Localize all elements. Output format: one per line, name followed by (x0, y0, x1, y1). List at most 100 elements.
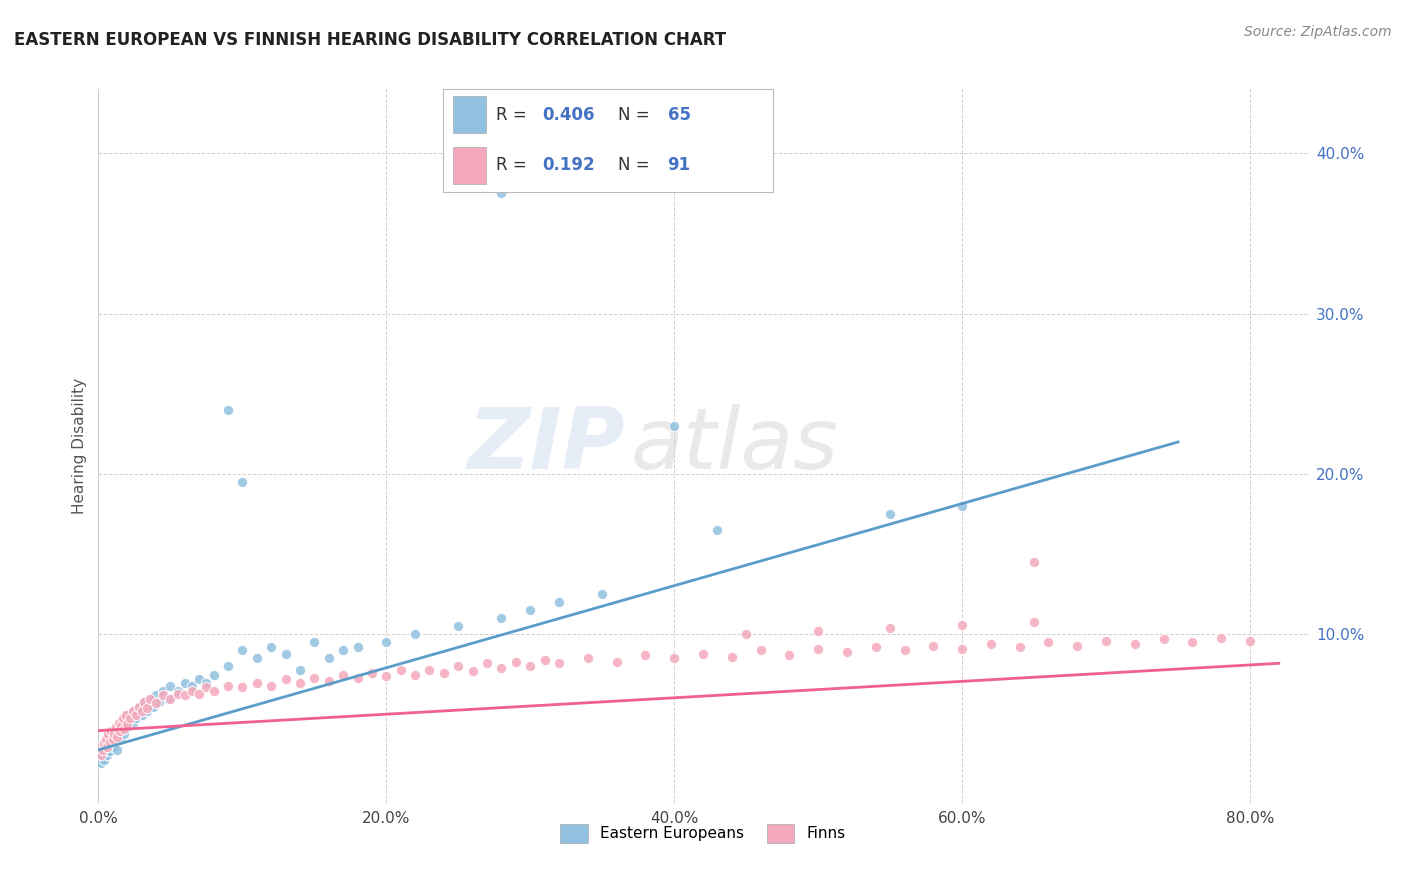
Text: atlas: atlas (630, 404, 838, 488)
Point (159, 691, 181, 706)
Point (664, 419, 686, 434)
Point (231, 475, 253, 489)
Point (108, 731, 131, 746)
Text: 65: 65 (668, 106, 690, 124)
Point (89, 739, 111, 754)
Point (107, 715, 129, 730)
Point (148, 695, 170, 709)
Point (188, 687, 211, 701)
Point (145, 689, 167, 703)
Point (835, 645, 858, 659)
Point (100, 731, 122, 746)
Text: Source: ZipAtlas.com: Source: ZipAtlas.com (1244, 25, 1392, 39)
Point (304, 635, 326, 649)
Point (125, 707, 148, 722)
Point (246, 651, 269, 665)
Point (950, 499, 973, 513)
Point (98, 735, 121, 749)
Point (94, 739, 117, 754)
Point (720, 649, 742, 664)
Point (706, 523, 728, 537)
Point (332, 667, 354, 681)
Point (893, 643, 915, 657)
Point (491, 186, 513, 201)
Point (105, 743, 128, 757)
Point (131, 705, 153, 719)
Point (375, 669, 398, 683)
Text: EASTERN EUROPEAN VS FINNISH HEARING DISABILITY CORRELATION CHART: EASTERN EUROPEAN VS FINNISH HEARING DISA… (14, 31, 725, 49)
Point (114, 707, 136, 722)
Point (89, 747, 111, 762)
Point (97, 736, 120, 750)
Point (111, 715, 134, 730)
Point (93, 736, 115, 750)
Point (101, 739, 124, 754)
Point (475, 657, 498, 671)
Point (606, 655, 628, 669)
Point (749, 643, 772, 657)
Y-axis label: Hearing Disability: Hearing Disability (72, 378, 87, 514)
Point (195, 675, 218, 690)
Point (110, 719, 132, 733)
Point (142, 699, 165, 714)
Text: R =: R = (496, 106, 531, 124)
Point (136, 705, 159, 719)
Point (181, 683, 204, 698)
Point (128, 699, 150, 714)
Point (136, 701, 159, 715)
Point (96, 739, 118, 754)
Point (110, 723, 132, 738)
Point (950, 641, 973, 656)
Point (950, 617, 973, 632)
Point (103, 735, 125, 749)
Point (591, 587, 613, 601)
Point (634, 648, 657, 663)
Point (1008, 640, 1031, 655)
Point (115, 717, 138, 731)
Point (1038, 635, 1060, 649)
Point (404, 627, 426, 641)
Point (332, 643, 354, 657)
Text: 0.406: 0.406 (543, 106, 595, 124)
Text: 91: 91 (668, 156, 690, 174)
Point (548, 595, 571, 609)
Point (112, 722, 135, 736)
Point (346, 640, 368, 655)
Point (807, 641, 830, 656)
Point (692, 647, 714, 661)
Point (166, 683, 188, 698)
Point (101, 731, 124, 746)
Point (505, 655, 527, 669)
Point (103, 727, 125, 741)
Point (108, 723, 131, 738)
Point (1022, 615, 1045, 629)
Point (1022, 555, 1045, 569)
Bar (453, 96, 486, 133)
Point (807, 624, 830, 639)
Point (173, 689, 195, 703)
Point (433, 665, 456, 680)
Point (94, 731, 117, 746)
Point (375, 635, 398, 649)
Point (304, 671, 326, 685)
Point (491, 661, 513, 675)
Point (202, 667, 225, 681)
Point (491, 611, 513, 625)
Point (865, 640, 887, 655)
Point (139, 691, 162, 706)
Point (778, 648, 800, 663)
Point (120, 711, 142, 725)
Point (922, 639, 945, 653)
Point (288, 663, 311, 677)
Point (145, 697, 167, 711)
Point (134, 695, 156, 709)
Point (879, 507, 901, 521)
Point (533, 653, 555, 667)
Point (104, 727, 127, 741)
Point (202, 683, 225, 698)
Point (139, 691, 162, 706)
Point (461, 665, 484, 679)
Point (1066, 639, 1088, 653)
Point (156, 691, 179, 706)
Point (519, 603, 541, 617)
